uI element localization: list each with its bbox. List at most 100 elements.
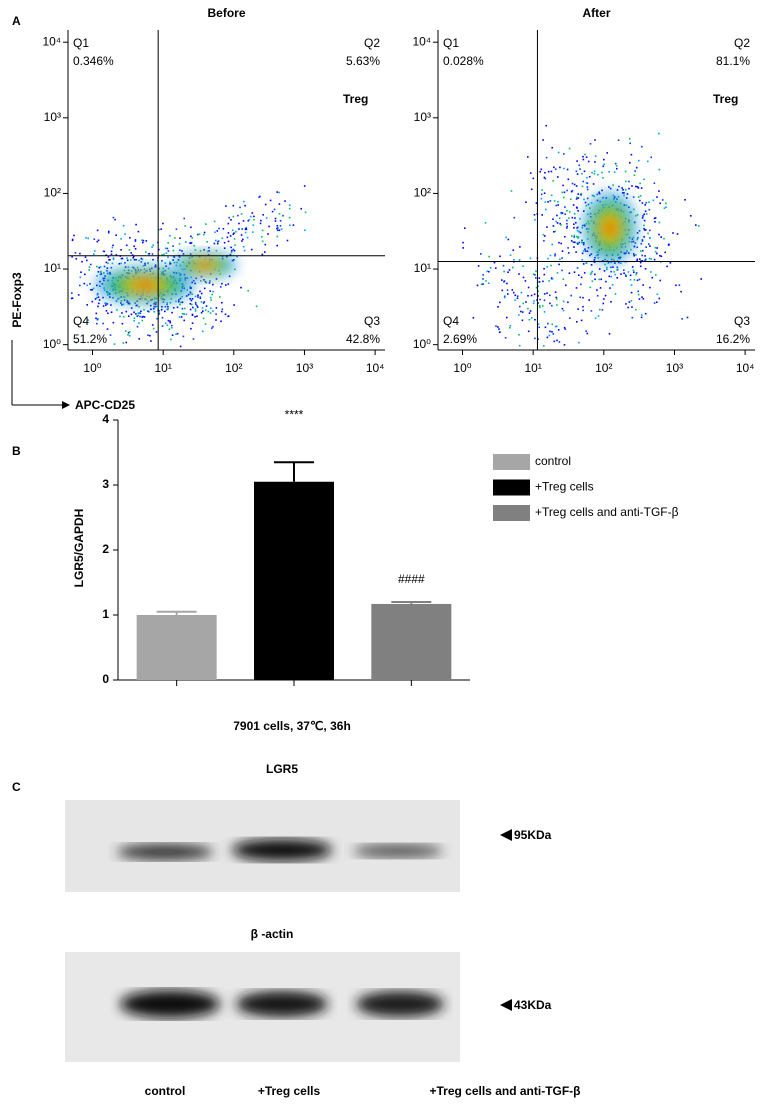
event-dot [199, 297, 202, 299]
y-tick-label: 10⁴ [42, 34, 61, 48]
event-dot [538, 277, 541, 279]
event-dot [233, 238, 236, 240]
blot-title: LGR5 [266, 762, 298, 776]
event-dot [110, 311, 113, 313]
event-dot [185, 241, 187, 243]
event-dot [586, 332, 589, 335]
quadrant-percent: 5.63% [346, 54, 380, 68]
event-dot [637, 290, 639, 293]
event-dot [259, 195, 261, 198]
event-dot [520, 291, 523, 294]
event-dot [561, 212, 564, 214]
event-dot [586, 182, 589, 185]
event-dot [529, 257, 532, 260]
event-dot [107, 312, 109, 315]
event-dot [557, 329, 560, 331]
event-dot [586, 186, 589, 188]
event-dot [86, 259, 88, 262]
event-dot [577, 237, 579, 239]
event-dot [215, 313, 217, 315]
quadrant-name: Q4 [443, 314, 459, 328]
event-dot [644, 268, 647, 270]
event-dot [557, 200, 559, 203]
event-dot [141, 319, 144, 322]
event-dot [543, 240, 545, 242]
event-dot [251, 212, 254, 214]
y-tick-label: 10⁰ [43, 337, 61, 351]
event-dot [134, 240, 137, 242]
event-dot [498, 331, 501, 334]
legend-swatch [493, 479, 530, 496]
event-dot [156, 317, 158, 320]
event-dot [506, 282, 508, 285]
marker-arrow [500, 829, 512, 841]
event-dot [558, 241, 560, 244]
event-dot [650, 271, 652, 273]
event-dot [94, 298, 97, 300]
event-dot [125, 341, 128, 344]
bar [371, 603, 452, 680]
quadrant-name: Q1 [443, 36, 459, 50]
event-dot [482, 283, 484, 285]
event-dot [562, 309, 565, 312]
event-dot [602, 165, 604, 168]
event-dot [240, 234, 243, 236]
event-dot [169, 261, 171, 264]
event-dot [133, 311, 135, 314]
event-dot [195, 303, 197, 305]
event-dot [171, 334, 174, 336]
event-dot [110, 250, 113, 253]
event-dot [169, 320, 171, 322]
event-dot [511, 289, 514, 291]
event-dot [578, 241, 581, 244]
event-dot [561, 257, 563, 259]
event-dot [107, 262, 109, 265]
event-dot [95, 312, 98, 315]
event-dot [136, 325, 139, 328]
y-tick-label: 3 [102, 477, 109, 491]
event-dot [167, 256, 169, 259]
event-dot [151, 324, 154, 326]
event-dot [193, 245, 195, 247]
event-dot [635, 166, 638, 169]
lane-label: +Treg cells [258, 1084, 321, 1098]
event-dot [518, 344, 521, 347]
event-dot [566, 225, 568, 228]
event-dot [524, 280, 527, 282]
event-dot [102, 305, 105, 307]
event-dot [534, 218, 536, 221]
event-dot [544, 326, 547, 329]
bar [254, 481, 334, 680]
event-dot [546, 336, 549, 339]
event-dot [632, 269, 635, 272]
event-dot [167, 319, 170, 322]
event-dot [139, 312, 142, 315]
event-dot [486, 270, 488, 273]
event-dot [542, 233, 545, 236]
event-dot [558, 263, 560, 266]
event-dot [130, 252, 132, 254]
event-dot [567, 301, 569, 304]
event-dot [80, 271, 82, 273]
event-dot [135, 313, 137, 315]
event-dot [91, 300, 94, 303]
event-dot [520, 310, 522, 313]
event-dot [228, 216, 230, 219]
event-dot [125, 244, 128, 247]
event-dot [557, 151, 560, 154]
event-dot [576, 267, 579, 269]
event-dot [582, 296, 584, 299]
event-dot [189, 242, 192, 245]
event-dot [659, 202, 661, 205]
event-dot [191, 237, 194, 239]
event-dot [230, 251, 233, 254]
event-dot [641, 254, 643, 257]
event-dot [530, 294, 533, 297]
event-dot [527, 307, 529, 310]
event-dot [158, 228, 160, 231]
event-dot [512, 266, 514, 269]
event-dot [667, 243, 670, 246]
event-dot [271, 210, 274, 213]
quadrant-percent: 81.1% [716, 54, 750, 68]
event-dot [557, 204, 559, 206]
